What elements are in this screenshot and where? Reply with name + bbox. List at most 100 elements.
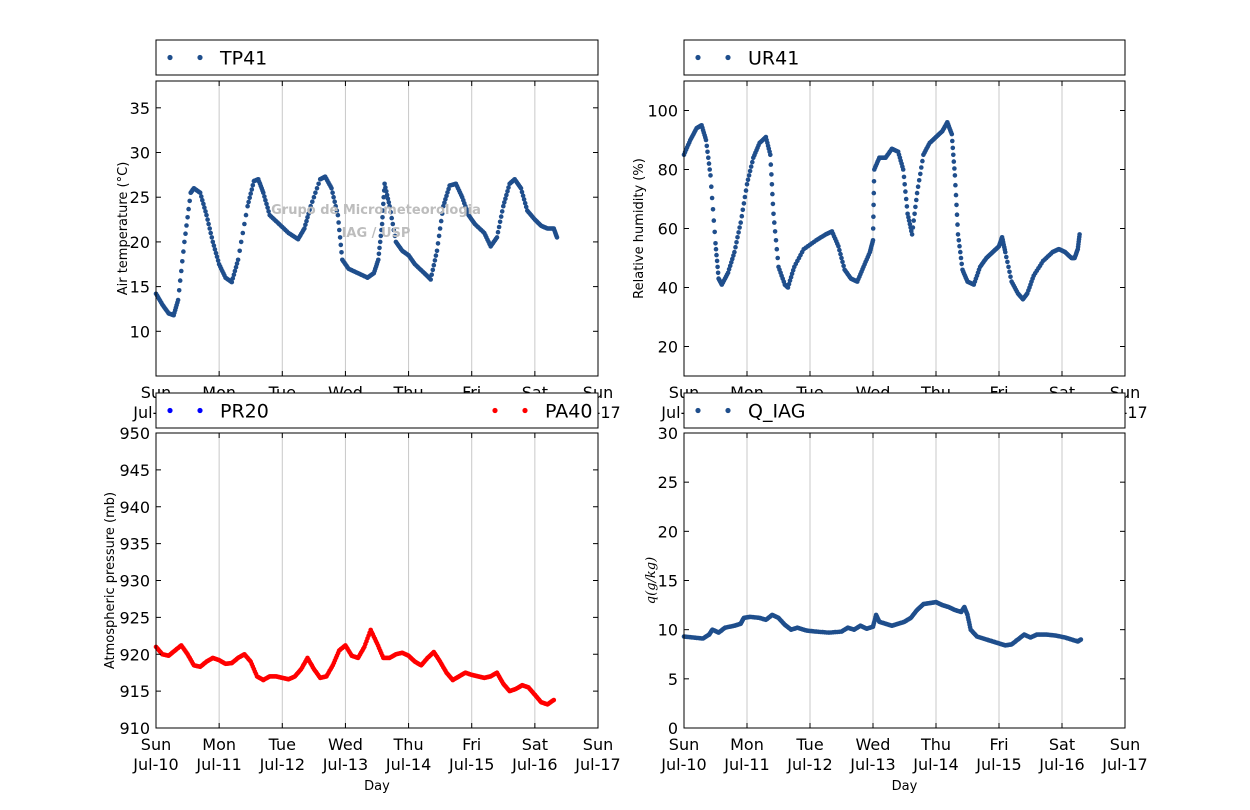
data-point	[915, 184, 921, 189]
data-point	[706, 155, 711, 160]
data-point	[1077, 232, 1082, 237]
data-point	[197, 190, 203, 195]
y-tick-label: 15	[658, 572, 678, 591]
data-point	[381, 201, 386, 207]
data-point	[1006, 264, 1011, 270]
data-point	[502, 200, 507, 205]
data-point	[331, 194, 336, 200]
data-point	[712, 229, 717, 235]
data-point	[709, 184, 714, 189]
x-tick-label: Thu	[393, 735, 424, 754]
data-point	[708, 173, 713, 178]
data-point	[185, 215, 190, 220]
data-point	[302, 226, 307, 231]
data-point	[903, 189, 908, 194]
data-point	[953, 182, 958, 188]
y-tick-label: 35	[130, 99, 150, 118]
data-point	[950, 138, 955, 144]
data-point	[245, 203, 250, 209]
data-point	[205, 217, 210, 222]
data-point	[234, 261, 240, 266]
data-point	[339, 250, 344, 255]
data-point	[235, 257, 241, 263]
y-tick-label: 20	[658, 522, 678, 541]
legend-marker	[492, 407, 498, 414]
x-tick-label: Jul-17	[1101, 755, 1147, 774]
data-point	[305, 215, 310, 220]
data-point	[186, 206, 191, 212]
data-point	[233, 264, 239, 270]
data-point	[732, 249, 737, 255]
data-point	[768, 152, 773, 158]
data-point	[839, 255, 844, 261]
x-tick-label: Jul-13	[322, 755, 368, 774]
data-point	[841, 263, 846, 269]
series-PA40	[153, 627, 557, 707]
data-point	[503, 196, 508, 201]
data-point	[229, 279, 235, 285]
data-point	[715, 264, 720, 270]
data-point	[919, 165, 924, 170]
data-point	[385, 196, 391, 201]
data-point	[914, 190, 920, 196]
data-point	[444, 193, 449, 199]
data-point	[521, 197, 527, 202]
data-point	[431, 262, 437, 268]
legend: TP41	[155, 39, 599, 76]
legend-marker	[167, 407, 173, 414]
data-point	[958, 249, 963, 255]
x-tick-label: Jul-11	[195, 755, 241, 774]
series-Q_IAG	[681, 599, 1084, 648]
data-point	[376, 251, 382, 257]
data-point	[379, 221, 385, 227]
data-point	[837, 247, 842, 253]
data-point	[705, 149, 710, 155]
data-point	[747, 168, 753, 174]
data-point	[713, 246, 719, 252]
data-point	[213, 250, 219, 256]
plot-frame	[683, 432, 1126, 729]
legend-marker	[167, 54, 173, 61]
x-axis-label: Day	[892, 779, 918, 794]
data-point	[736, 230, 741, 235]
x-tick-label: Sun	[1110, 735, 1140, 754]
x-tick-label: Jul-12	[259, 755, 305, 774]
x-tick-label: Jul-16	[1038, 755, 1084, 774]
y-tick-label: 925	[119, 608, 150, 627]
data-point	[380, 208, 386, 213]
data-point	[523, 204, 529, 210]
data-point	[498, 214, 504, 219]
data-point	[727, 263, 733, 269]
data-point	[437, 226, 443, 231]
data-point	[177, 278, 183, 283]
data-point	[180, 259, 185, 264]
data-point	[870, 238, 876, 243]
data-point	[954, 212, 960, 217]
data-point	[750, 159, 755, 165]
legend-marker	[725, 407, 731, 414]
data-point	[741, 201, 747, 206]
data-point	[386, 200, 392, 205]
data-point	[748, 164, 754, 169]
data-point	[1005, 259, 1010, 265]
plot-frame	[155, 432, 599, 729]
data-point	[715, 270, 721, 276]
data-point	[1007, 269, 1012, 275]
data-point	[769, 172, 774, 177]
data-point	[770, 191, 775, 197]
plot-frame	[683, 80, 1126, 377]
data-point	[207, 226, 212, 231]
data-point	[250, 183, 256, 188]
data-point	[215, 258, 221, 263]
data-point	[904, 204, 910, 209]
data-point	[303, 222, 308, 228]
data-point	[703, 137, 709, 143]
data-point	[175, 297, 181, 303]
data-point	[951, 152, 956, 158]
data-point	[337, 227, 342, 233]
data-point	[436, 233, 442, 239]
data-point	[952, 173, 958, 178]
data-point	[1003, 249, 1008, 255]
y-tick-label: 25	[130, 188, 150, 207]
data-point	[335, 212, 341, 218]
